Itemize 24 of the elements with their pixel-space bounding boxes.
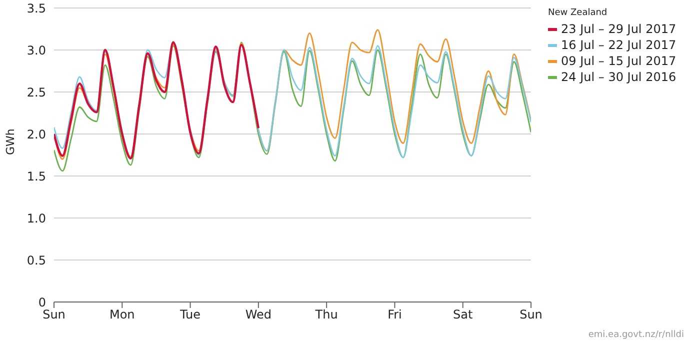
y-tick-label: 0: [38, 295, 46, 310]
y-tick-label: 3.0: [26, 43, 46, 58]
y-tick-label: 2.0: [26, 127, 46, 142]
x-tick-label: Sat: [453, 308, 473, 322]
x-tick-label: Mon: [109, 308, 135, 322]
y-tick-label: 2.5: [26, 85, 46, 100]
legend-label: 23 Jul – 29 Jul 2017: [561, 22, 676, 36]
y-tick-label: 1.5: [26, 169, 46, 184]
legend-label: 09 Jul – 15 Jul 2017: [561, 54, 676, 68]
legend-title: New Zealand: [548, 8, 608, 18]
y-tick-label: 0.5: [26, 253, 46, 268]
y-tick-label: 3.5: [26, 1, 46, 16]
y-tick-label: 1.0: [26, 211, 46, 226]
y-axis-title: GWh: [4, 128, 17, 155]
x-tick-label: Tue: [179, 308, 201, 322]
x-tick-label: Sun: [42, 308, 66, 322]
x-tick-label: Fri: [388, 308, 402, 322]
x-tick-label: Sun: [520, 308, 542, 322]
line-series: [54, 41, 260, 160]
x-tick-label: Thu: [314, 308, 338, 322]
x-tick-label: Wed: [245, 308, 272, 322]
legend-label: 16 Jul – 22 Jul 2017: [561, 38, 676, 52]
text: emi.ea.govt.nz/r/nlldi: [588, 330, 684, 340]
legend-label: 24 Jul – 30 Jul 2016: [561, 70, 676, 84]
